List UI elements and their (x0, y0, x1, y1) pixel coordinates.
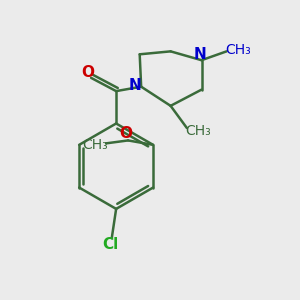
Text: N: N (194, 47, 206, 62)
Text: O: O (119, 127, 132, 142)
Text: CH₃: CH₃ (82, 138, 108, 152)
Text: N: N (128, 78, 141, 93)
Text: CH₃: CH₃ (225, 43, 250, 57)
Text: O: O (81, 65, 94, 80)
Text: CH₃: CH₃ (185, 124, 211, 138)
Text: Cl: Cl (102, 237, 119, 252)
